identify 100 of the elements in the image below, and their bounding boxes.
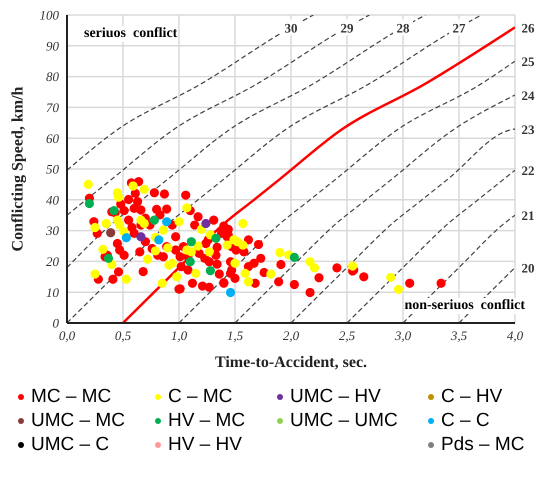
legend-label: HV – HV [168,434,242,456]
y-tick-label: 100 [40,8,60,23]
point [348,261,358,271]
point [386,272,396,282]
point [244,277,254,286]
legend-label: UMC – C [31,434,110,456]
y-tick-label: 90 [46,38,60,54]
legend-label: MC – MC [31,386,112,408]
point [136,232,146,242]
point [191,268,200,278]
point [104,254,114,263]
legend-label: C – MC [168,386,232,408]
y-tick-label: 10 [46,284,60,300]
point [115,220,124,230]
point [150,246,160,256]
legend-label: UMC – HV [290,386,381,408]
x-tick-label: 1,0 [170,328,188,344]
point [90,222,100,232]
point [226,288,236,298]
point [182,203,192,212]
series-label: 26 [522,20,535,36]
y-tick-label: 50 [46,162,60,177]
point [305,257,315,266]
series-label: 25 [522,54,535,70]
point [290,252,299,262]
legend-label: C – C [441,410,490,432]
x-axis-title: Time-to-Accident, sec. [214,354,368,371]
legend-label: UMC – MC [31,410,125,432]
y-tick-label: 20 [46,254,60,270]
y-tick-label: 70 [46,100,60,116]
point [394,284,404,294]
x-tick-label: 3,0 [394,328,412,344]
line-series [67,15,314,171]
series-label: 23 [522,122,535,137]
annotation: seriuos conflict [84,26,178,42]
legend-label: C – HV [441,386,502,408]
point [109,206,119,216]
x-tick-label: 0,0 [58,328,76,344]
point [201,218,210,228]
x-tick-label: 2,5 [338,328,356,344]
point [172,272,182,282]
point [230,258,240,268]
x-tick-label: 1,5 [226,328,244,344]
y-tick-label: 0 [52,316,60,331]
legend-label: HV – MC [168,410,246,432]
point [186,257,195,266]
point [186,237,196,246]
y-tick-label: 30 [45,223,60,238]
point [84,180,93,189]
point [114,192,124,202]
point [211,234,221,243]
point [158,225,168,235]
point [174,217,184,226]
point [240,268,250,278]
series-label: 20 [522,260,534,276]
x-tick-label: 4,0 [506,328,524,344]
point [102,218,111,228]
series-label: 27 [452,20,466,36]
point [186,247,196,256]
series-label: 29 [340,20,354,36]
point [204,247,214,256]
y-tick-label: 80 [46,69,60,84]
series-label: 30 [284,20,298,36]
point [275,248,284,258]
point [150,216,159,225]
y-axis-title: Conflicting Speed, km/h [10,86,27,252]
line-series [67,15,370,216]
point [98,244,108,254]
point [106,228,116,238]
point [128,181,138,191]
point [143,254,152,264]
point [122,233,131,242]
point [238,240,248,250]
x-tick-label: 0,5 [114,328,132,344]
x-tick-label: 2,0 [282,328,300,344]
y-tick-label: 60 [46,130,60,146]
point [310,263,320,272]
point [158,278,167,288]
legend-label: Pds – MC [441,434,524,456]
y-tick-label: 40 [46,192,60,208]
point [140,218,149,228]
series-label: 22 [522,163,534,178]
point [206,266,215,276]
series-label: 21 [522,208,534,224]
point [168,258,177,268]
point [238,218,248,228]
point [266,269,276,279]
point [193,241,203,251]
point [90,269,100,279]
annotation: non-seriuos conflict [404,298,525,314]
point [154,235,164,244]
x-tick-label: 3,5 [450,328,468,344]
point [222,240,232,250]
legend-label: UMC – UMC [290,410,398,432]
point [84,198,94,208]
point [162,217,172,226]
series-label: 24 [522,88,535,104]
point [140,184,149,194]
line-series [67,15,426,268]
series-label: 28 [396,20,410,36]
